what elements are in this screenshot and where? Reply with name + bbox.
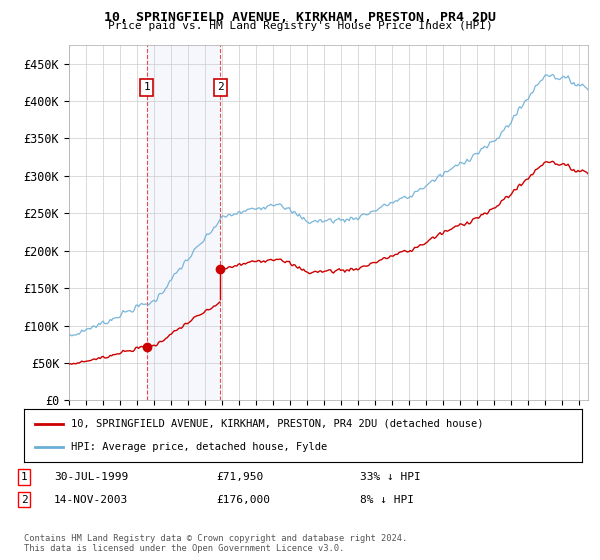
Text: £71,950: £71,950 [216,472,263,482]
Text: HPI: Average price, detached house, Fylde: HPI: Average price, detached house, Fyld… [71,442,328,452]
Text: 1: 1 [20,472,28,482]
Text: Price paid vs. HM Land Registry's House Price Index (HPI): Price paid vs. HM Land Registry's House … [107,21,493,31]
Text: 30-JUL-1999: 30-JUL-1999 [54,472,128,482]
Bar [147,45,220,400]
Text: £176,000: £176,000 [216,494,270,505]
Text: 33% ↓ HPI: 33% ↓ HPI [360,472,421,482]
Text: 1: 1 [143,82,151,92]
Text: 10, SPRINGFIELD AVENUE, KIRKHAM, PRESTON, PR4 2DU: 10, SPRINGFIELD AVENUE, KIRKHAM, PRESTON… [104,11,496,24]
Text: Contains HM Land Registry data © Crown copyright and database right 2024.
This d: Contains HM Land Registry data © Crown c… [24,534,407,553]
Text: 10, SPRINGFIELD AVENUE, KIRKHAM, PRESTON, PR4 2DU (detached house): 10, SPRINGFIELD AVENUE, KIRKHAM, PRESTON… [71,419,484,429]
Text: 2: 2 [20,494,28,505]
Text: 8% ↓ HPI: 8% ↓ HPI [360,494,414,505]
Text: 2: 2 [217,82,223,92]
Text: 14-NOV-2003: 14-NOV-2003 [54,494,128,505]
